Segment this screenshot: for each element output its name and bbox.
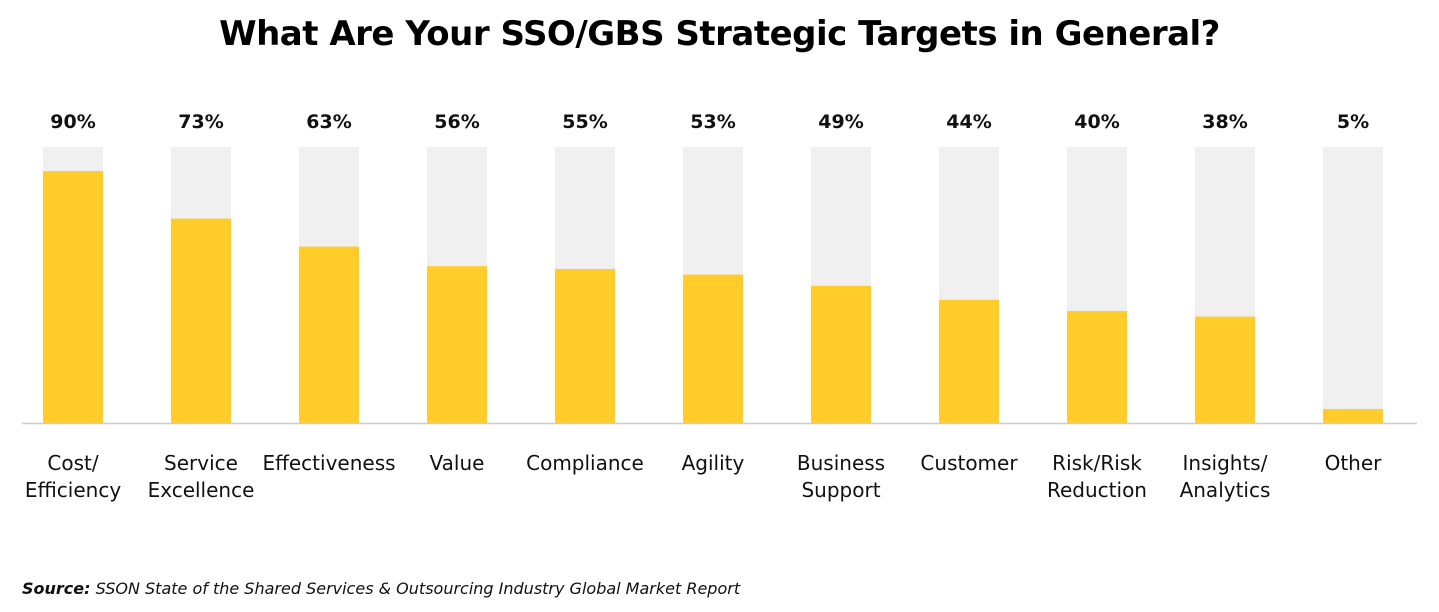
data-label: 55% bbox=[562, 111, 607, 133]
bar bbox=[939, 299, 999, 423]
category-label: Customer bbox=[920, 451, 1018, 475]
category-label: Compliance bbox=[526, 451, 644, 475]
bar bbox=[427, 266, 487, 423]
data-label: 49% bbox=[818, 111, 863, 133]
data-label: 90% bbox=[50, 111, 95, 133]
bar bbox=[43, 171, 103, 423]
category-label: Insights/Analytics bbox=[1180, 451, 1271, 502]
bar bbox=[555, 269, 615, 423]
value-labels: 90% 73% 63% 56% 55% 53% 49% 44% 40% 38% 5% bbox=[50, 111, 1369, 133]
category-label: Agility bbox=[682, 451, 745, 475]
data-label: 38% bbox=[1202, 111, 1247, 133]
data-label: 5% bbox=[1337, 111, 1369, 133]
data-label: 63% bbox=[306, 111, 351, 133]
category-label: Value bbox=[430, 451, 485, 475]
data-label: 56% bbox=[434, 111, 479, 133]
category-label: Effectiveness bbox=[262, 451, 395, 475]
bar bbox=[1067, 311, 1127, 423]
bar bbox=[811, 285, 871, 423]
category-label: Cost/Efficiency bbox=[25, 451, 122, 502]
chart-title: What Are Your SSO/GBS Strategic Targets … bbox=[219, 14, 1220, 54]
source-note: Source: SSON State of the Shared Service… bbox=[22, 579, 740, 598]
bar bbox=[1195, 316, 1255, 423]
data-label: 40% bbox=[1074, 111, 1119, 133]
bar-track bbox=[1323, 147, 1383, 423]
bar bbox=[1323, 409, 1383, 423]
category-labels: Cost/Efficiency Service Excellence Effectiv… bbox=[25, 451, 1382, 502]
bar bbox=[683, 274, 743, 423]
source-text: SSON State of the Shared Services & Outs… bbox=[90, 579, 741, 598]
bar bbox=[171, 218, 231, 423]
data-label: 73% bbox=[178, 111, 223, 133]
category-label: Risk/Risk Reduction bbox=[1047, 451, 1147, 502]
data-label: 53% bbox=[690, 111, 735, 133]
data-label: 44% bbox=[946, 111, 991, 133]
category-label: Service Excellence bbox=[148, 451, 255, 502]
category-label: Other bbox=[1325, 451, 1383, 475]
bar bbox=[299, 246, 359, 423]
bars bbox=[43, 171, 1383, 423]
category-label: Business Support bbox=[797, 451, 885, 502]
source-lead: Source: bbox=[22, 579, 91, 598]
